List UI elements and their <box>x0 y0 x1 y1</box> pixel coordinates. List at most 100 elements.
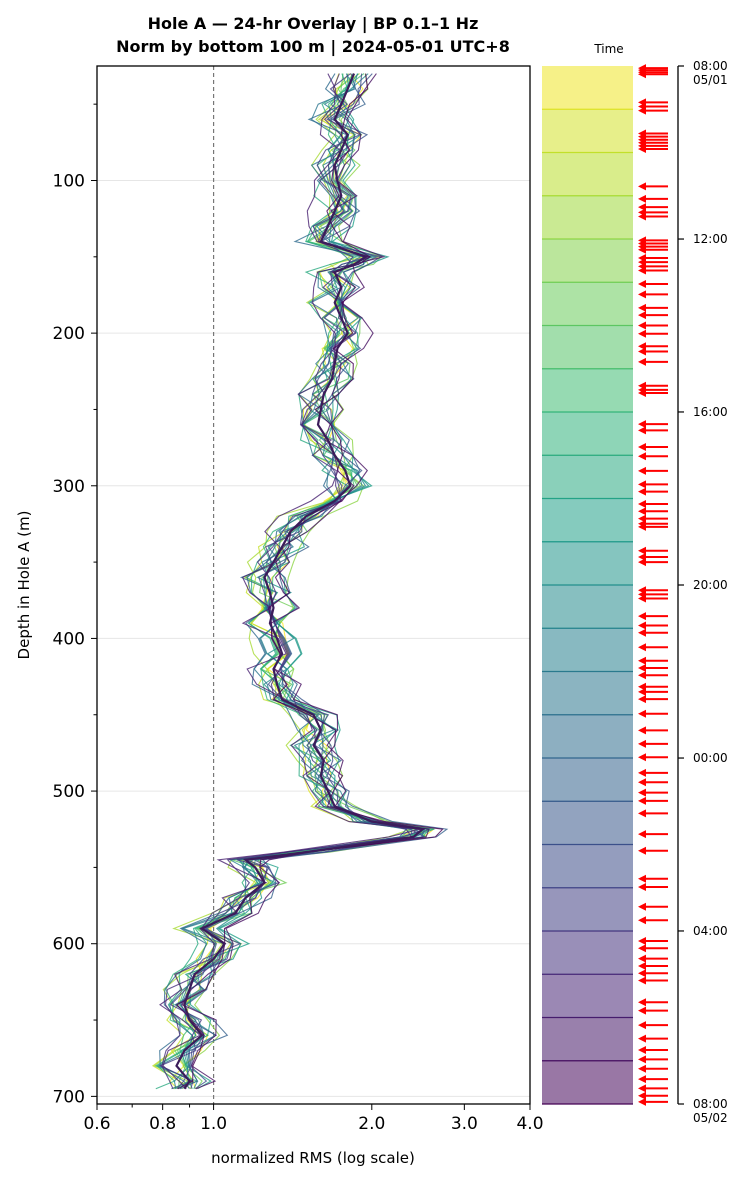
event-arrows <box>638 64 668 1106</box>
colorbar-band <box>542 844 633 889</box>
event-arrow-head <box>638 612 646 621</box>
colorbar-tick-label: 12:00 <box>693 232 728 246</box>
event-arrow <box>638 1021 668 1030</box>
event-arrow <box>638 70 668 79</box>
event-arrow-head <box>638 426 646 435</box>
event-arrow-head <box>638 1084 646 1093</box>
event-arrow-head <box>638 687 646 696</box>
event-arrow-head <box>638 739 646 748</box>
event-arrow <box>638 311 668 320</box>
event-arrow-head <box>638 311 646 320</box>
event-arrow <box>638 969 668 978</box>
colorbar-tick-date: 05/02 <box>693 1111 728 1125</box>
event-arrow <box>638 937 668 946</box>
series-line <box>161 73 413 1089</box>
event-arrow <box>638 212 668 221</box>
event-arrow-head <box>638 1006 646 1015</box>
event-arrow-head <box>638 522 646 531</box>
event-arrow-head <box>638 768 646 777</box>
event-arrow <box>638 976 668 985</box>
event-arrow-head <box>638 726 646 735</box>
x-tick-label: 1.0 <box>200 1114 227 1134</box>
event-arrow-head <box>638 290 646 299</box>
event-arrow-head <box>638 357 646 366</box>
event-arrow <box>638 726 668 735</box>
colorbar-tick-label: 16:00 <box>693 405 728 419</box>
event-arrow-head <box>638 1097 646 1106</box>
event-arrow-head <box>638 500 646 509</box>
event-arrow <box>638 321 668 330</box>
event-arrow <box>638 342 668 351</box>
y-tick-label: 700 <box>53 1087 85 1107</box>
x-tick-label: 0.8 <box>149 1114 176 1134</box>
event-arrow <box>638 944 668 953</box>
colorbar-band <box>542 758 633 802</box>
event-arrow <box>638 809 668 818</box>
event-arrow-head <box>638 628 646 637</box>
gridlines <box>97 179 530 1097</box>
colorbar-band <box>542 585 633 629</box>
colorbar-band <box>542 325 633 370</box>
event-arrow-head <box>638 442 646 451</box>
event-arrow-head <box>638 796 646 805</box>
colorbar-band <box>542 239 633 283</box>
y-tick-label: 100 <box>53 171 85 191</box>
event-arrow <box>638 739 668 748</box>
event-arrow-head <box>638 194 646 203</box>
event-arrow <box>638 420 668 429</box>
y-axis-ticks: 100 200 300 400 500 600 700 <box>53 103 97 1107</box>
event-arrow-head <box>638 643 646 652</box>
event-arrow <box>638 1046 668 1055</box>
event-arrow <box>638 552 668 561</box>
event-arrow <box>638 106 668 115</box>
event-arrow-head <box>638 1046 646 1055</box>
event-arrow <box>638 594 668 603</box>
y-tick-label: 300 <box>53 477 85 497</box>
event-arrow <box>638 709 668 718</box>
event-arrow-head <box>638 969 646 978</box>
event-arrow <box>638 628 668 637</box>
series-line <box>157 73 426 1090</box>
event-arrow-head <box>638 916 646 925</box>
event-arrow <box>638 664 668 673</box>
colorbar-tick-label: 00:00 <box>693 751 728 765</box>
event-arrow-head <box>638 546 646 555</box>
event-arrow <box>638 846 668 855</box>
x-tick-label: 2.0 <box>358 1114 385 1134</box>
event-arrow <box>638 388 668 397</box>
event-arrow <box>638 558 668 567</box>
event-arrow <box>638 643 668 652</box>
y-axis-label: Depth in Hole A (m) <box>15 511 33 660</box>
event-arrow-head <box>638 671 646 680</box>
event-arrow <box>638 357 668 366</box>
event-arrow <box>638 902 668 911</box>
event-arrow-head <box>638 902 646 911</box>
event-arrow <box>638 546 668 555</box>
colorbar-band <box>542 1060 633 1105</box>
event-arrow <box>638 466 668 475</box>
event-arrow <box>638 1064 668 1073</box>
event-arrow <box>638 426 668 435</box>
event-arrow-head <box>638 507 646 516</box>
event-arrow-head <box>638 778 646 787</box>
colorbar-band <box>542 412 633 456</box>
event-arrow-head <box>638 480 646 489</box>
event-arrow-head <box>638 664 646 673</box>
event-arrow <box>638 266 668 275</box>
colorbar-band <box>542 152 633 197</box>
event-arrow-head <box>638 70 646 79</box>
event-arrow <box>638 788 668 797</box>
series-line <box>176 73 444 1090</box>
y-tick-label: 200 <box>53 324 85 344</box>
colorbar-tick-label: 20:00 <box>693 578 728 592</box>
event-arrow <box>638 753 668 762</box>
colorbar-band <box>542 541 633 586</box>
event-arrow-head <box>638 321 646 330</box>
event-arrow-head <box>638 106 646 115</box>
colorbar-band <box>542 714 633 759</box>
event-arrow-head <box>638 621 646 630</box>
colorbar-band <box>542 455 633 499</box>
event-arrow <box>638 1091 668 1100</box>
colorbar-band <box>542 628 633 672</box>
event-arrow <box>638 874 668 883</box>
